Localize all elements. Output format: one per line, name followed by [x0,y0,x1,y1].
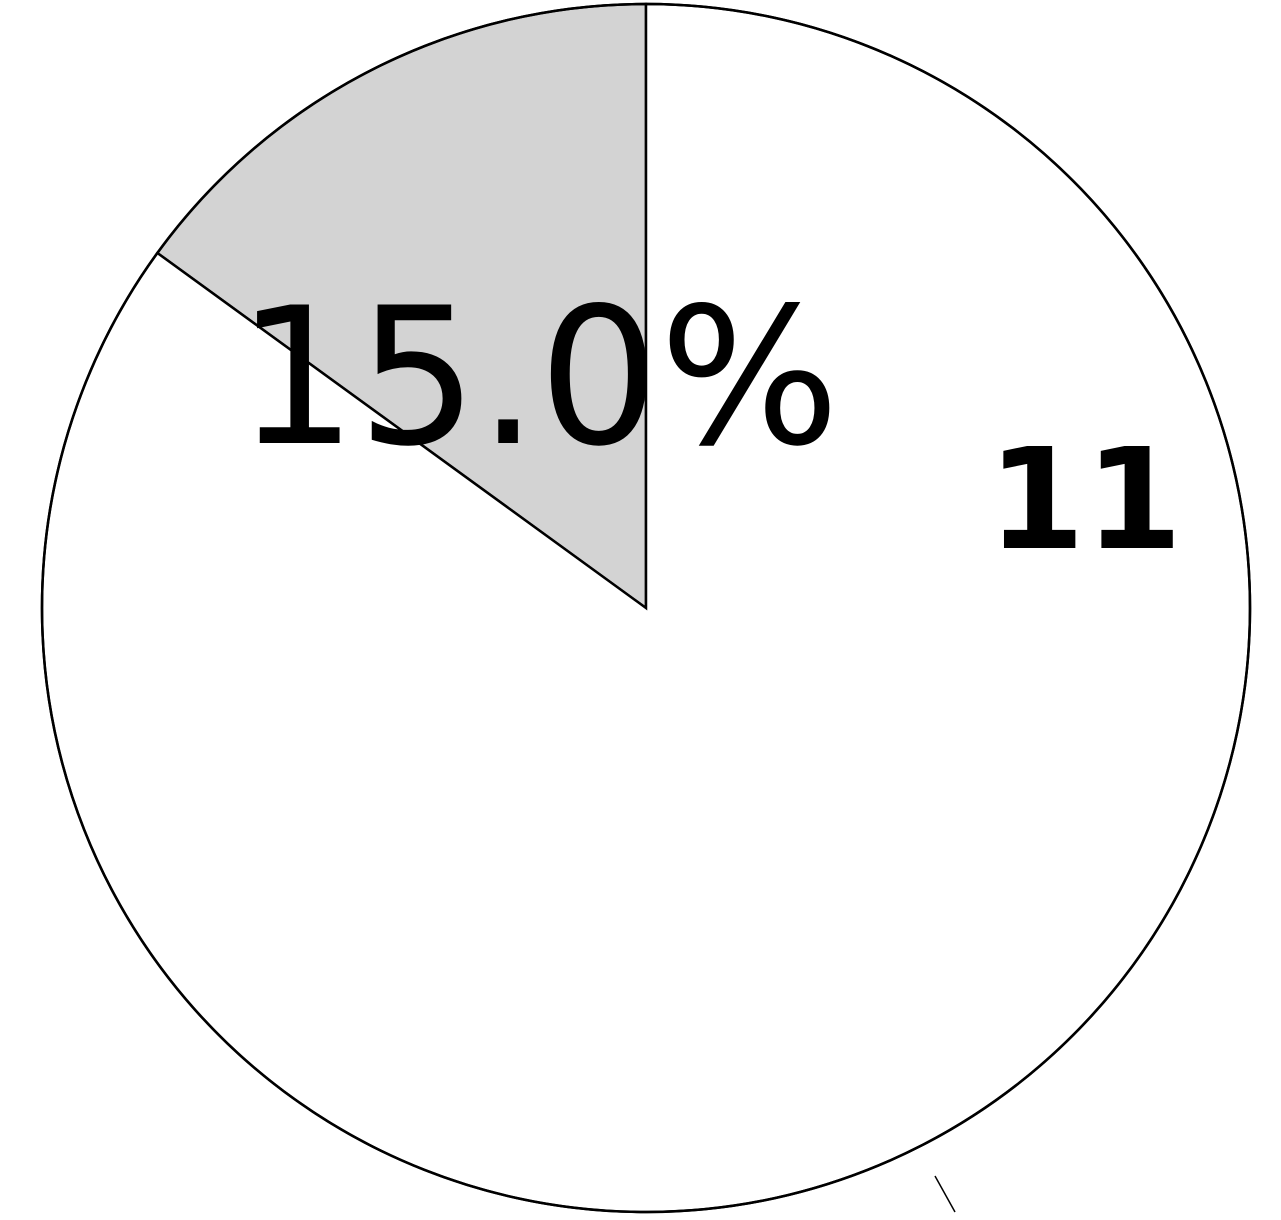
pie-outline [40,2,1252,1214]
leader-line [934,1175,956,1213]
slice-label-percent: 15.0% [236,267,840,488]
pie-slices [40,2,1252,1214]
slice-label-number: 11 [988,419,1183,582]
